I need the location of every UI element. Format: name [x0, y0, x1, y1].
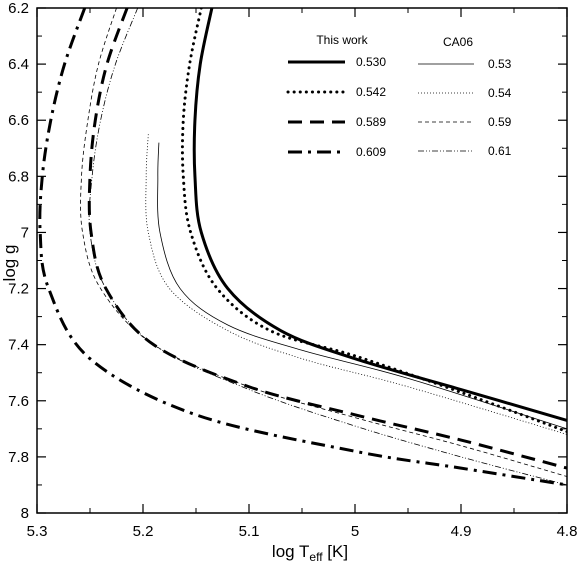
tick-labels: 5.3 5.2 5.1 5 4.9 4.8 6.2 6.4 6.6 6.8 7 7.2 7.4 7.6 7.…	[8, 0, 577, 540]
y-tick-label: 7.2	[8, 281, 29, 298]
legend: This work CA06 0.530 0.542 0.589 0.609 0.53 0…	[286, 33, 512, 159]
y-tick-label: 7.8	[8, 449, 29, 466]
y-axis-title: log g	[0, 245, 19, 282]
x-tick-label: 5.3	[27, 523, 48, 540]
series-line-this-work-0-530	[192, 8, 567, 422]
legend-label-this-work-0-530: 0.530	[356, 55, 386, 69]
legend-header-ca06: CA06	[443, 35, 473, 49]
series-line-ca06-0-61	[88, 8, 567, 486]
y-tick-label: 7	[21, 224, 29, 241]
legend-label-ca06-0-59: 0.59	[488, 115, 512, 129]
x-axis-title: log Teff [K]	[272, 542, 348, 564]
series-line-this-work-0-609	[38, 8, 567, 487]
x-tick-label: 5.1	[239, 523, 260, 540]
y-tick-label: 8	[21, 505, 29, 522]
plot-curves	[38, 8, 567, 487]
x-tick-label: 5.2	[133, 523, 154, 540]
legend-label-this-work-0-609: 0.609	[356, 145, 386, 159]
legend-label-ca06-0-53: 0.53	[488, 57, 512, 71]
legend-label-this-work-0-542: 0.542	[356, 85, 386, 99]
axis-ticks	[36, 7, 568, 514]
x-tick-label: 4.8	[557, 523, 578, 540]
y-tick-label: 7.6	[8, 393, 29, 410]
x-tick-label: 4.9	[451, 523, 472, 540]
series-line-ca06-0-54	[145, 134, 567, 435]
series-line-this-work-0-542	[180, 8, 567, 434]
y-tick-label: 6.8	[8, 168, 29, 185]
legend-label-ca06-0-54: 0.54	[488, 86, 512, 100]
y-tick-label: 6.2	[8, 0, 29, 17]
series-line-ca06-0-59	[80, 8, 567, 477]
y-tick-label: 6.4	[8, 56, 29, 73]
y-tick-label: 6.6	[8, 112, 29, 129]
plot-frame	[36, 7, 568, 514]
legend-label-this-work-0-589: 0.589	[356, 115, 386, 129]
x-tick-label: 5	[351, 523, 359, 540]
y-tick-label: 7.4	[8, 337, 29, 354]
series-line-ca06-0-53	[157, 142, 567, 430]
legend-header-this-work: This work	[316, 33, 368, 47]
legend-label-ca06-0-61: 0.61	[488, 144, 512, 158]
